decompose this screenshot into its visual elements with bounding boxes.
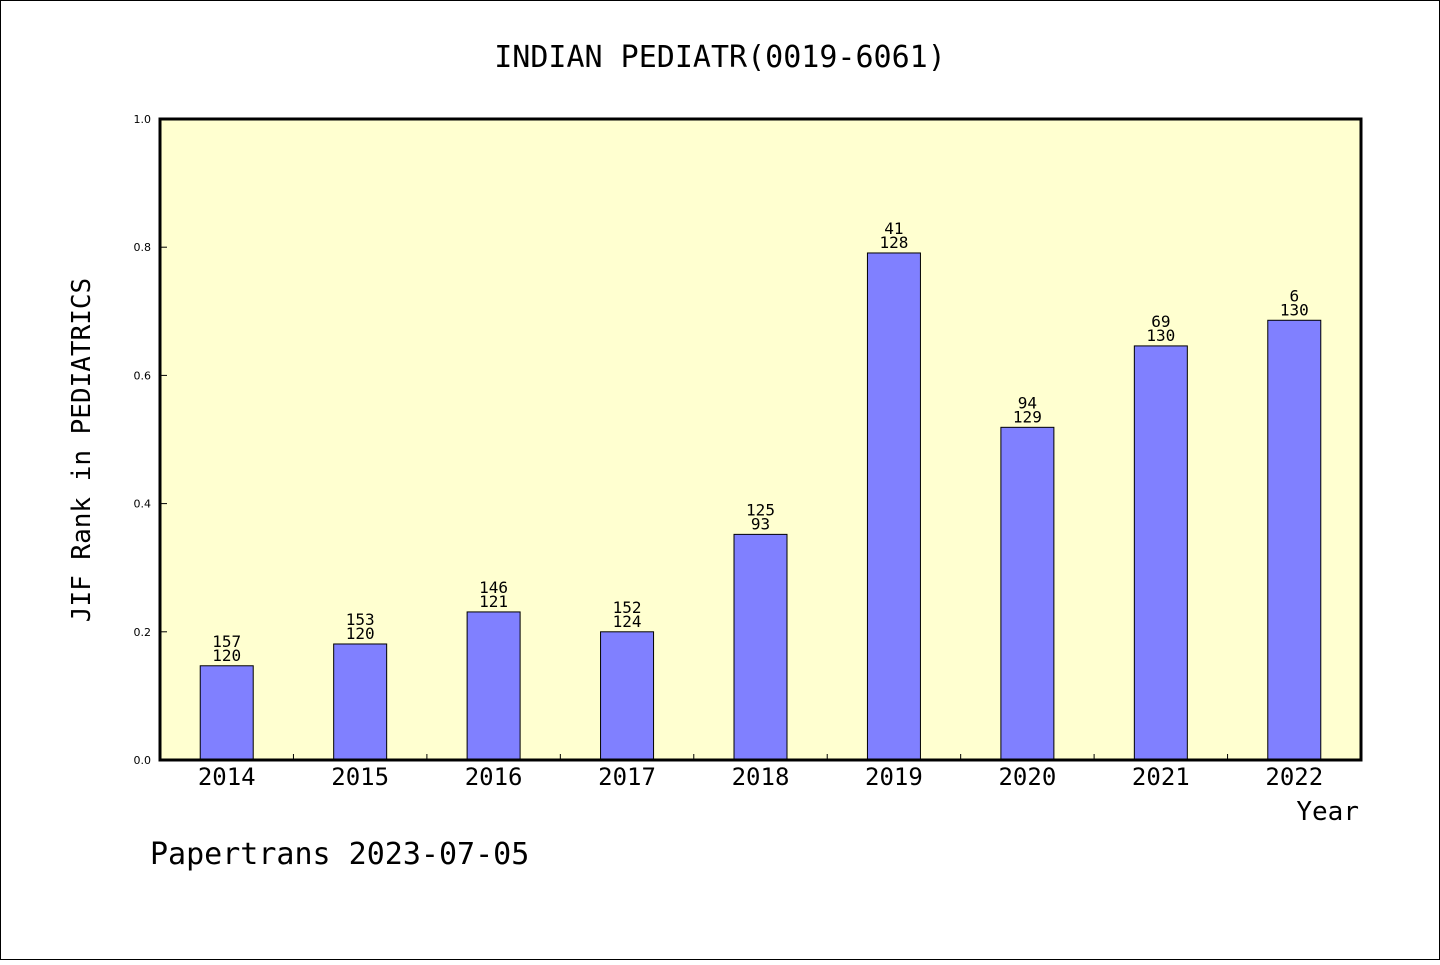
- bar-total-label-2017: 124: [613, 612, 642, 631]
- bar-2015: [333, 643, 388, 761]
- bar-2018: [733, 533, 788, 761]
- bar-2022: [1267, 319, 1322, 761]
- bar-2021: [1133, 345, 1188, 761]
- bar-2020: [1000, 426, 1055, 761]
- y-tick-label-0.2: 0.2: [134, 626, 152, 639]
- x-tick-label-2015: 2015: [331, 763, 389, 791]
- bar-total-label-2022: 130: [1280, 300, 1309, 319]
- y-tick-label-0.4: 0.4: [134, 498, 152, 511]
- bar-total-label-2014: 120: [212, 646, 241, 665]
- x-axis-title: Year: [1296, 797, 1359, 827]
- bar-rank-label-2021: 69: [1151, 312, 1170, 331]
- bar-total-label-2015: 120: [346, 624, 375, 643]
- y-axis-title: JIF Rank in PEDIATRICS: [67, 278, 97, 622]
- x-axis: 2014 2015 2016 2017 2018 2019 2020 2021 2022: [198, 754, 1323, 791]
- bar-rank-label-2018: 125: [746, 500, 775, 519]
- bar-2016: [466, 611, 521, 761]
- bar-total-label-2019: 128: [879, 233, 908, 252]
- y-tick-label-1.0: 1.0: [134, 113, 152, 126]
- bar-rank-label-2017: 152: [613, 598, 642, 617]
- bar-2017: [600, 631, 655, 761]
- x-tick-label-2016: 2016: [465, 763, 523, 791]
- chart-title: INDIAN PEDIATR(0019-6061): [494, 40, 946, 75]
- plot-frame: [158, 117, 1363, 762]
- bar-total-label-2018: 93: [751, 514, 770, 533]
- bar-rank-label-2020: 94: [1018, 393, 1037, 412]
- x-tick-label-2019: 2019: [865, 763, 923, 791]
- y-tick-label-0.8: 0.8: [134, 241, 152, 254]
- y-axis: 0.0 0.2 0.4 0.6 0.8 1.0: [134, 113, 167, 767]
- x-tick-label-2020: 2020: [998, 763, 1056, 791]
- bar-total-label-2016: 121: [479, 592, 508, 611]
- x-tick-label-2018: 2018: [732, 763, 790, 791]
- footer-credit: Papertrans 2023-07-05: [150, 837, 529, 872]
- x-tick-label-2021: 2021: [1132, 763, 1190, 791]
- x-tick-label-2017: 2017: [598, 763, 656, 791]
- bar-rank-label-2015: 153: [346, 610, 375, 629]
- y-tick-label-0.6: 0.6: [134, 369, 152, 382]
- bar-total-label-2020: 129: [1013, 407, 1042, 426]
- bar-2014: [199, 665, 254, 761]
- bar-rank-label-2019: 41: [884, 219, 903, 238]
- bar-rank-label-2016: 146: [479, 578, 508, 597]
- x-tick-label-2022: 2022: [1265, 763, 1323, 791]
- bar-rank-label-2022: 6: [1289, 286, 1299, 305]
- x-tick-label-2014: 2014: [198, 763, 256, 791]
- bar-rank-label-2014: 157: [212, 632, 241, 651]
- bar-total-label-2021: 130: [1146, 326, 1175, 345]
- y-tick-label-0.0: 0.0: [134, 754, 152, 767]
- bar-2019: [866, 252, 921, 761]
